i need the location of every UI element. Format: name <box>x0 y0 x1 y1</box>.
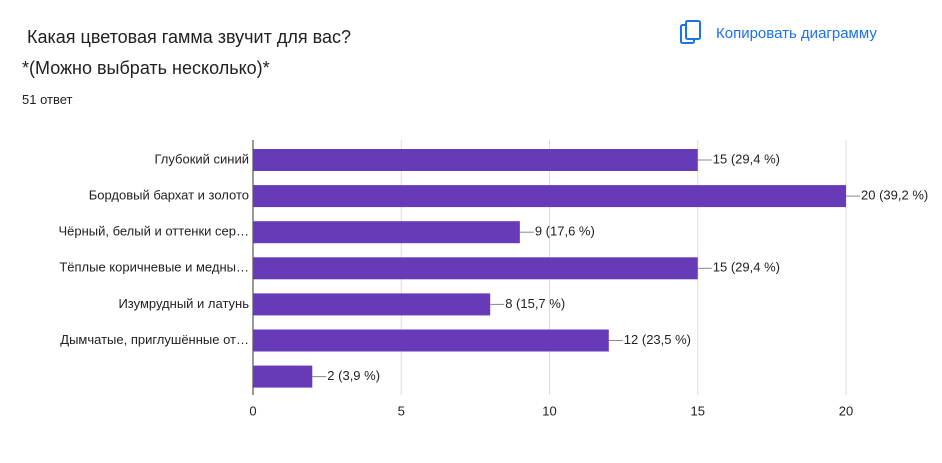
y-tick-label: Изумрудный и латунь <box>118 296 249 311</box>
bar <box>253 221 520 244</box>
bar <box>253 293 491 316</box>
x-tick-label: 15 <box>691 403 705 418</box>
y-tick-label: Тёплые коричневые и медны… <box>59 260 249 275</box>
x-tick-label: 10 <box>542 403 556 418</box>
value-label: 9 (17,6 %) <box>535 224 595 239</box>
y-tick-label: Дымчатые, приглушённые от… <box>60 332 249 347</box>
x-tick-label: 5 <box>398 403 405 418</box>
value-label: 12 (23,5 %) <box>624 332 691 347</box>
copy-label[interactable]: Копировать диаграмму <box>716 24 877 42</box>
y-tick-label: Глубокий синий <box>154 151 249 166</box>
bar <box>253 365 313 388</box>
value-label: 8 (15,7 %) <box>505 296 565 311</box>
y-tick-label: Чёрный, белый и оттенки сер… <box>58 224 249 239</box>
value-label: 15 (29,4 %) <box>713 151 780 166</box>
bar <box>253 257 698 280</box>
x-tick-label: 0 <box>249 403 256 418</box>
bar <box>253 185 846 208</box>
y-tick-label: Бордовый бархат и золото <box>89 188 249 203</box>
copy-icon <box>680 20 701 44</box>
value-label: 15 (29,4 %) <box>713 260 780 275</box>
value-label: 20 (39,2 %) <box>861 188 928 203</box>
value-label: 2 (3,9 %) <box>327 368 380 383</box>
copy-button[interactable]: Копировать диаграмму <box>680 20 877 46</box>
chart-title: Какая цветовая гамма звучит для вас? *(М… <box>22 27 351 78</box>
x-tick-label: 20 <box>839 403 853 418</box>
response-count: 51 ответ <box>22 92 73 107</box>
bar <box>253 149 698 171</box>
bar <box>253 329 609 352</box>
